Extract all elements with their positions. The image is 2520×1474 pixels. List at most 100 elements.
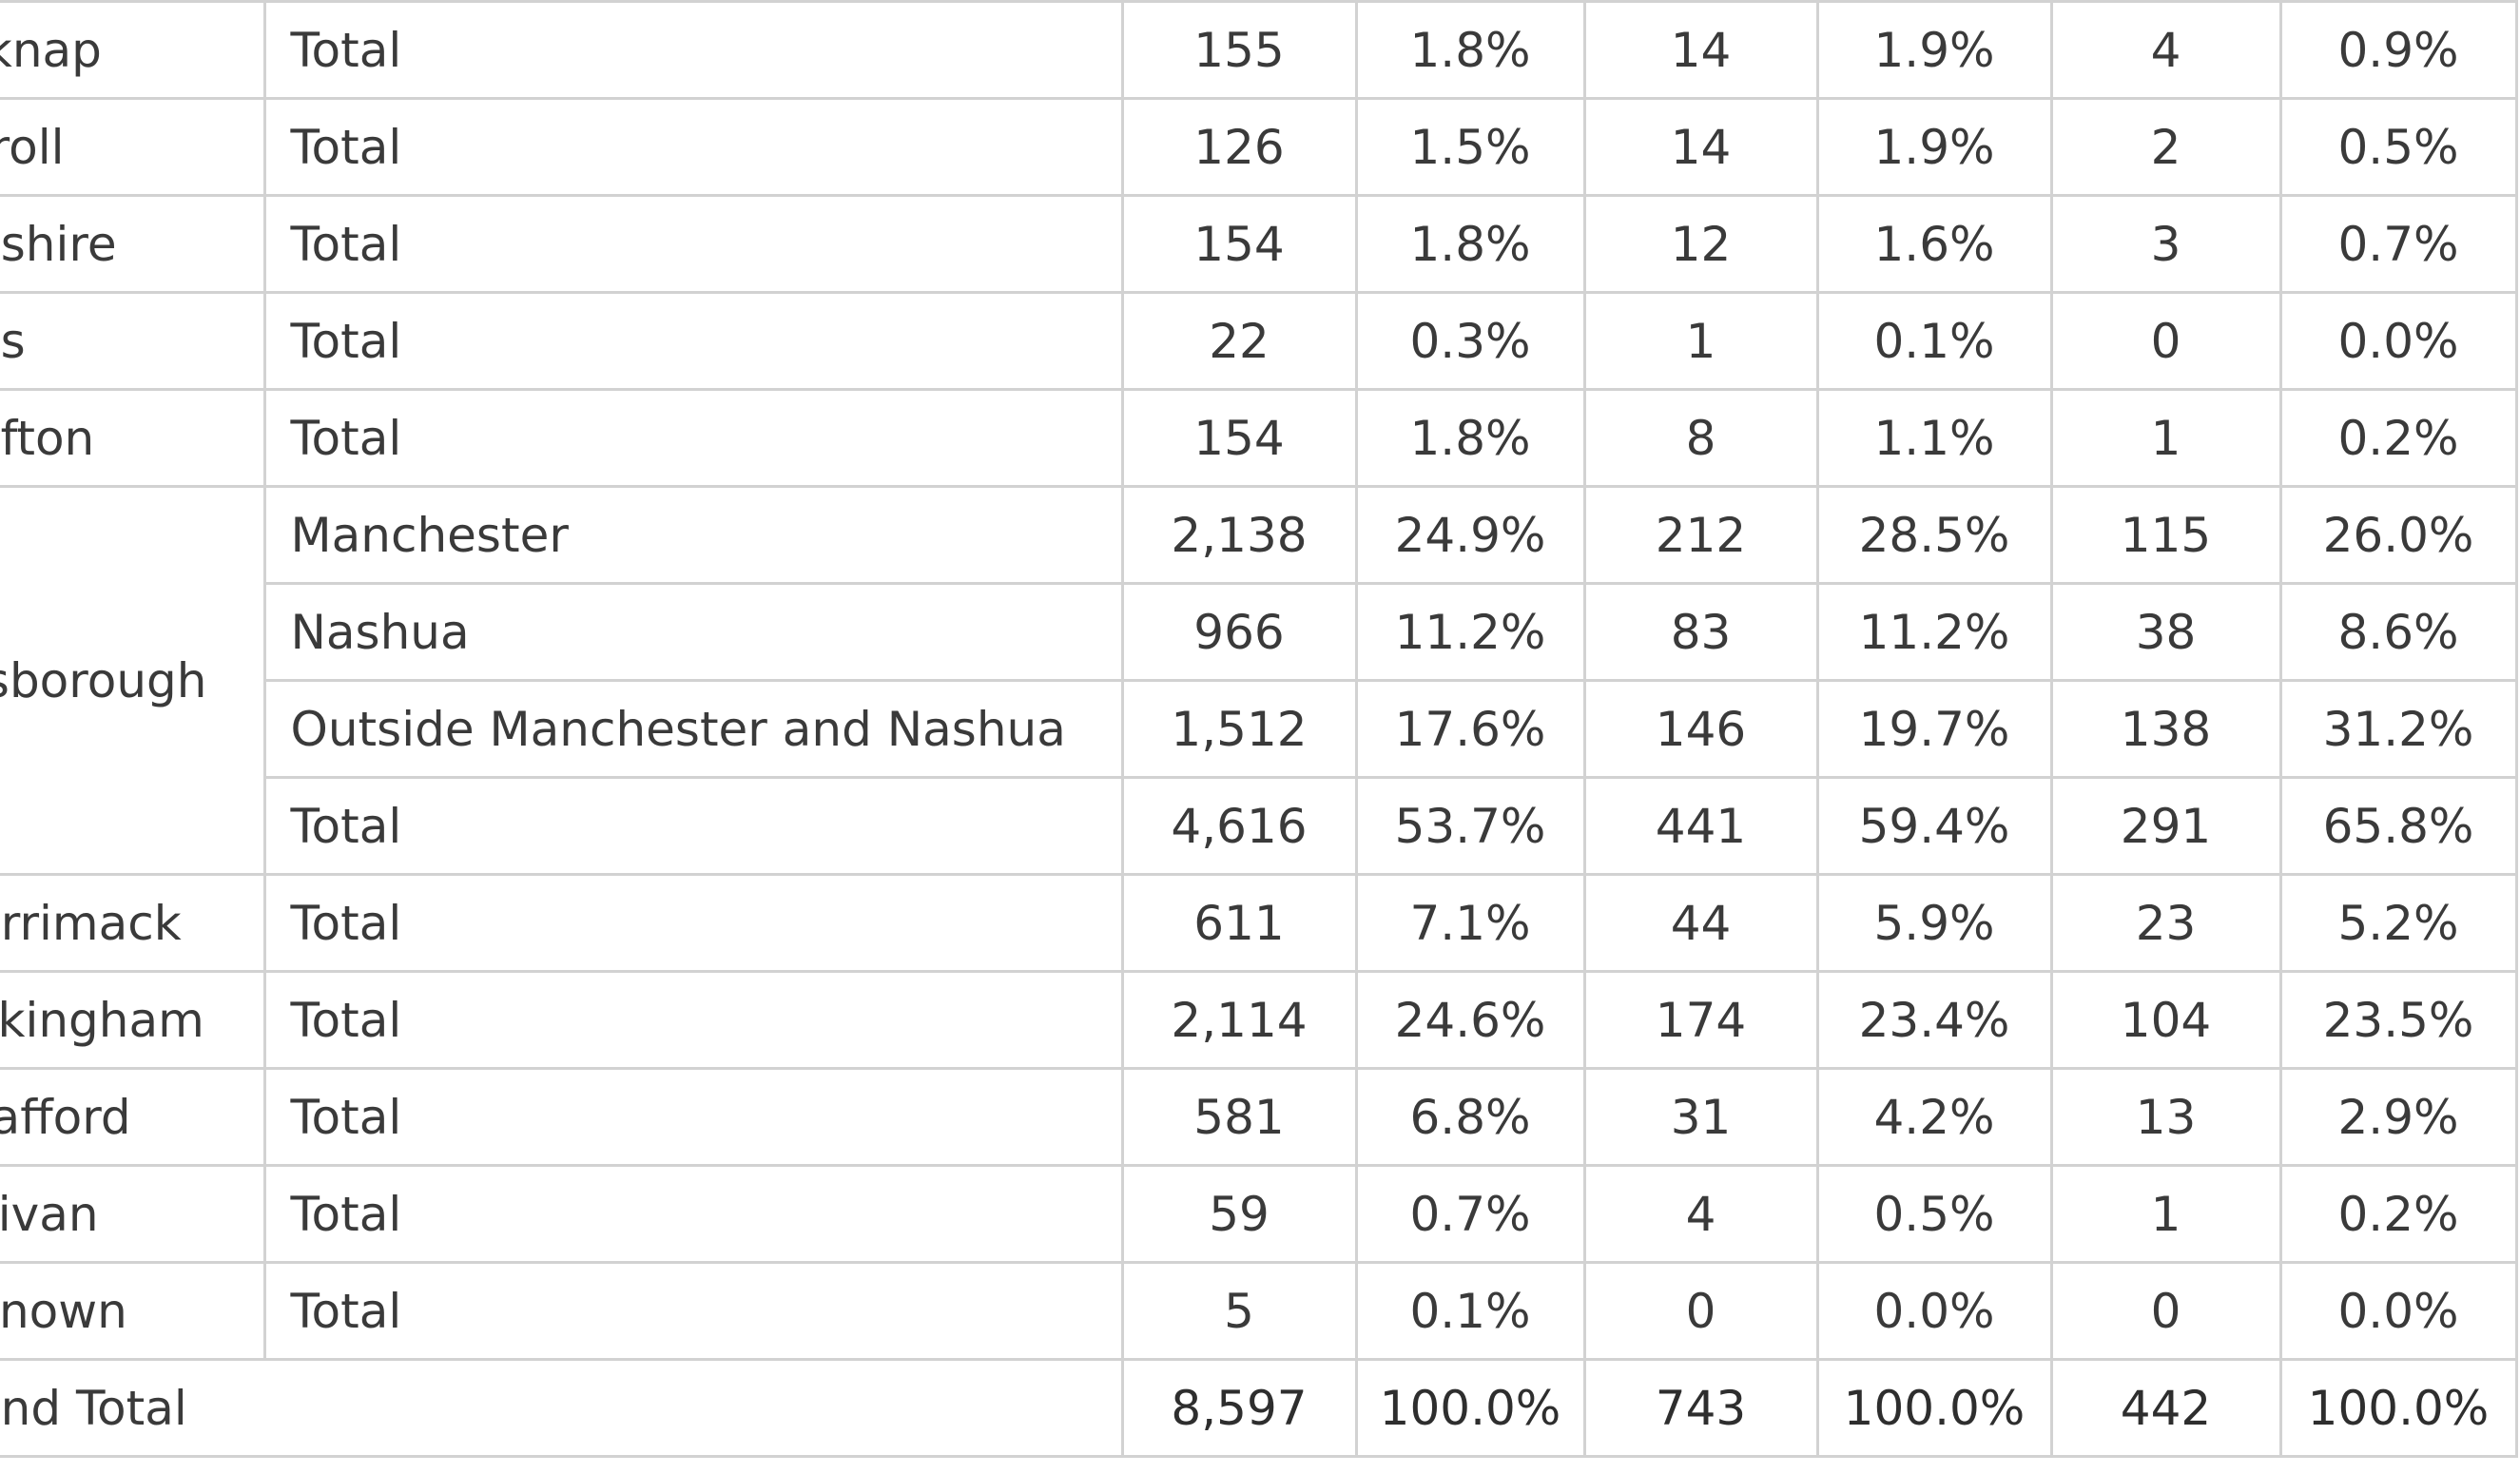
value-cell: 8.6% [2278,582,2518,682]
value-cell: 0.3% [1354,291,1586,391]
county-cell: errimack [0,873,266,973]
region-cell: Total [262,1164,1124,1264]
grand-total-value-cell: 100.0% [1354,1358,1586,1458]
value-cell: 115 [2049,485,2282,585]
value-cell: 83 [1582,582,1819,682]
table-row: lsborough Manchester2,13824.9%21228.5%115… [0,485,2518,876]
value-cell: 17.6% [1354,679,1586,779]
value-cell: 611 [1120,873,1358,973]
county-cell: os [0,291,266,391]
grand-total-value-cell: 100.0% [2278,1358,2518,1458]
value-cell: 1.9% [1815,97,2053,197]
value-cell: 155 [1120,0,1358,100]
value-cell: 1.8% [1354,0,1586,100]
value-cell: 0.7% [2278,194,2518,294]
value-cell: 59 [1120,1164,1358,1264]
county-label: afton [0,410,95,466]
value-cell: 2,114 [1120,970,1358,1070]
county-label: rroll [0,119,65,175]
value-cell: 0.5% [1815,1164,2053,1264]
county-label: rafford [0,1089,131,1145]
value-cell: 26.0% [2278,485,2518,585]
county-label: llivan [0,1186,99,1242]
grand-total-value-cell: 8,597 [1120,1358,1358,1458]
value-cell: 31 [1582,1067,1819,1167]
value-cell: 4 [1582,1164,1819,1264]
value-cell: 0 [1582,1261,1819,1361]
county-label: lsborough [0,652,207,708]
value-cell: 1.6% [1815,194,2053,294]
value-cell: 28.5% [1815,485,2053,585]
value-cell: 13 [2049,1067,2282,1167]
value-cell: 4.2% [1815,1067,2053,1167]
value-cell: 24.9% [1354,485,1586,585]
value-cell: 1 [2049,388,2282,488]
value-cell: 154 [1120,194,1358,294]
table-row: Nashua 966 11.2% 83 11.2% 38 8.6% [0,582,2518,682]
value-cell: 31.2% [2278,679,2518,779]
county-label: known [0,1283,127,1339]
value-cell: 0 [2049,1261,2282,1361]
value-cell: 11.2% [1815,582,2053,682]
grand-total-value-cell: 743 [1582,1358,1819,1458]
value-cell: 1,512 [1120,679,1358,779]
county-label: ckingham [0,992,204,1048]
value-cell: 0.0% [1815,1261,2053,1361]
value-cell: 11.2% [1354,582,1586,682]
value-cell: 1 [1582,291,1819,391]
value-cell: 65.8% [2278,776,2518,876]
value-cell: 104 [2049,970,2282,1070]
value-cell: 3 [2049,194,2282,294]
table-row: Total 4,616 53.7% 441 59.4% 291 65.8% [0,776,2518,876]
county-label: os [0,313,26,369]
value-cell: 212 [1582,485,1819,585]
value-cell: 23.5% [2278,970,2518,1070]
value-cell: 22 [1120,291,1358,391]
value-cell: 23.4% [1815,970,2053,1070]
value-cell: 0.0% [2278,291,2518,391]
grand-total-value-cell: 100.0% [1815,1358,2053,1458]
value-cell: 7.1% [1354,873,1586,973]
value-cell: 1.9% [1815,0,2053,100]
region-cell: Outside Manchester and Nashua [262,679,1124,779]
region-cell: Total [262,291,1124,391]
region-cell: Total [262,194,1124,294]
county-cell: llivan [0,1164,266,1264]
value-cell: 5 [1120,1261,1358,1361]
value-cell: 966 [1120,582,1358,682]
value-cell: 138 [2049,679,2282,779]
value-cell: 1.1% [1815,388,2053,488]
value-cell: 5.2% [2278,873,2518,973]
value-cell: 1.8% [1354,388,1586,488]
grand-total-label: and Total [0,1380,187,1436]
county-cell: eshire [0,194,266,294]
region-cell: Total [262,1261,1124,1361]
value-cell: 146 [1582,679,1819,779]
value-cell: 2 [2049,97,2282,197]
value-cell: 23 [2049,873,2282,973]
value-cell: 44 [1582,873,1819,973]
region-cell: Total [262,97,1124,197]
region-cell: Total [262,0,1124,100]
value-cell: 0.7% [1354,1164,1586,1264]
county-cell: ckingham [0,970,266,1070]
value-cell: 6.8% [1354,1067,1586,1167]
value-cell: 1 [2049,1164,2282,1264]
value-cell: 24.6% [1354,970,1586,1070]
value-cell: 38 [2049,582,2282,682]
county-cell: rafford [0,1067,266,1167]
value-cell: 174 [1582,970,1819,1070]
value-cell: 441 [1582,776,1819,876]
value-cell: 0.2% [2278,1164,2518,1264]
value-cell: 19.7% [1815,679,2053,779]
